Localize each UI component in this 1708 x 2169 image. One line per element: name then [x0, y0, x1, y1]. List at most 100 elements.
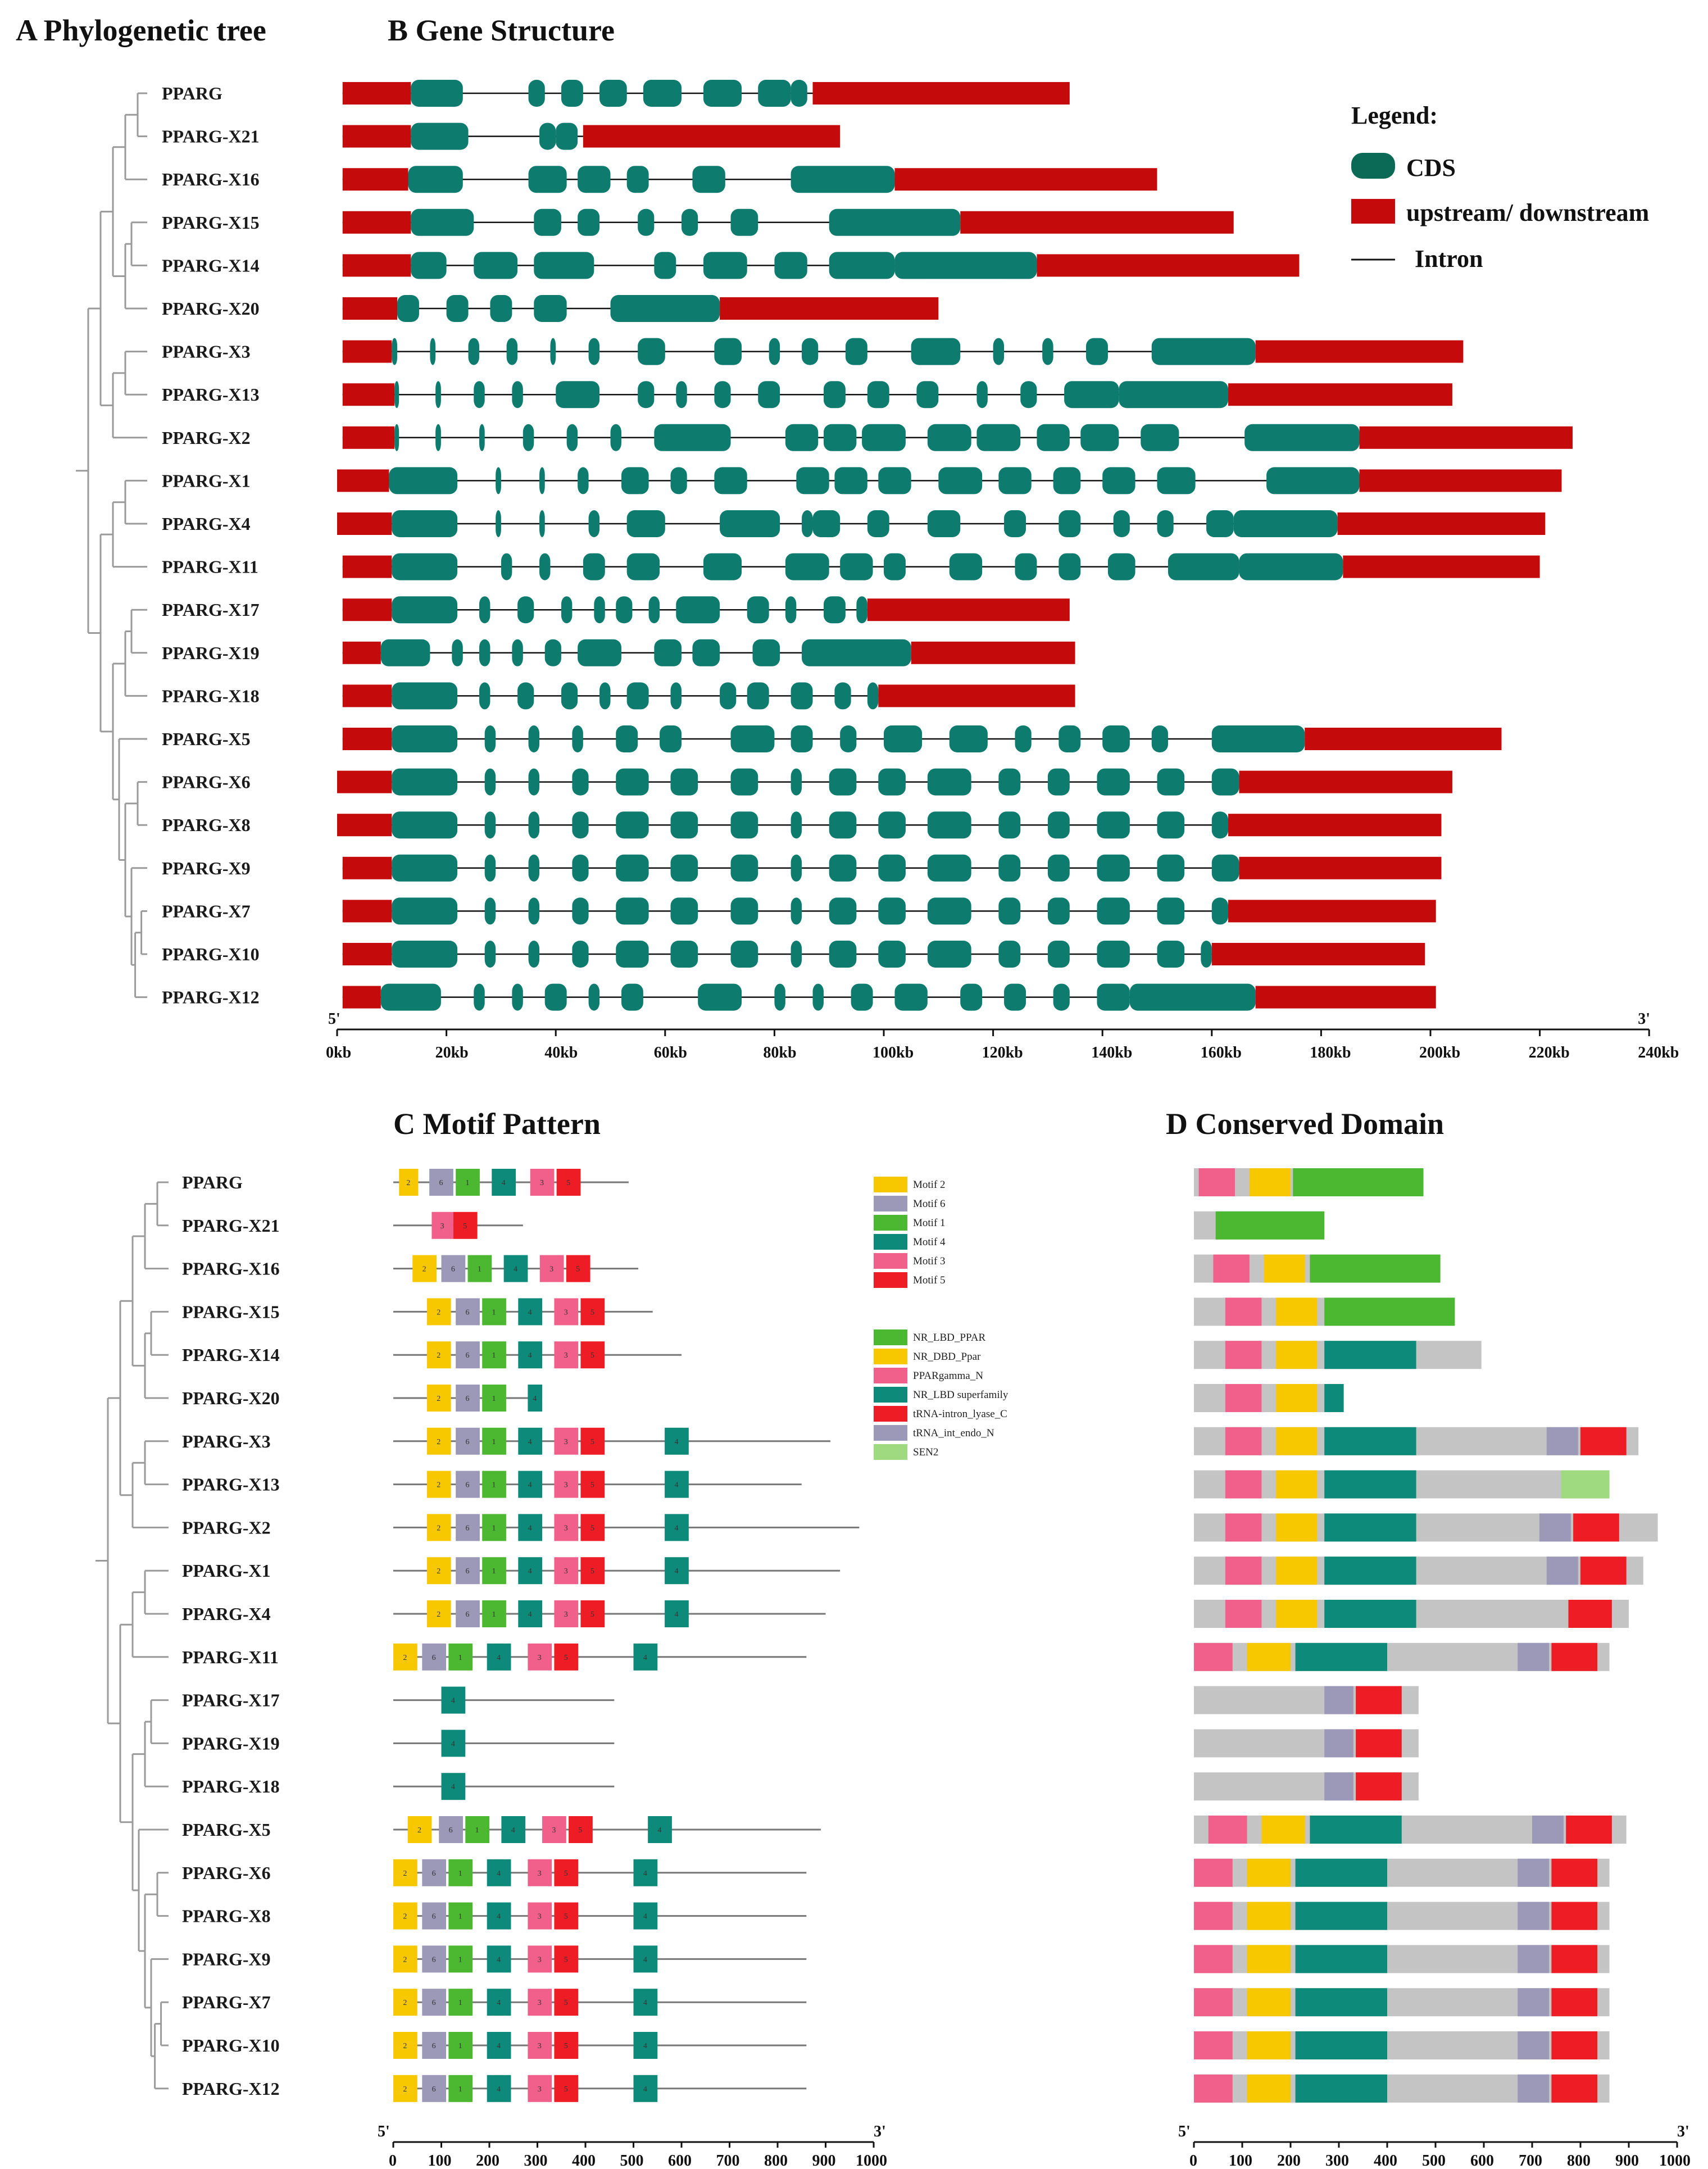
cds-exon — [802, 338, 819, 365]
motif-box — [501, 1816, 526, 1843]
legend-swatch — [874, 1177, 907, 1192]
downstream-utr — [1255, 986, 1436, 1009]
motif-box — [426, 1600, 451, 1627]
upstream-utr — [342, 168, 408, 191]
domain-box — [1518, 1902, 1550, 1930]
cds-exon — [394, 424, 399, 451]
cds-exon — [730, 725, 775, 752]
gene-label: PPARG-X3 — [182, 1431, 271, 1451]
motif-number: 4 — [497, 1955, 501, 1964]
upstream-utr — [337, 469, 389, 492]
motif-number: 1 — [458, 1869, 462, 1878]
motif-number: 6 — [432, 2042, 436, 2050]
cds-exon — [1015, 553, 1037, 580]
motif-number: 6 — [466, 1308, 470, 1317]
motif-number: 3 — [538, 1955, 542, 1964]
motif-box — [422, 1902, 447, 1930]
cds-exon — [670, 941, 698, 968]
cds-exon — [638, 208, 655, 236]
upstream-utr — [342, 856, 392, 879]
motif-box — [518, 1514, 543, 1541]
cds-exon — [566, 424, 578, 451]
domain-box — [1194, 1642, 1233, 1671]
cds-exon — [927, 941, 971, 968]
motif-number: 1 — [492, 1438, 496, 1446]
cds-exon — [528, 897, 540, 925]
cds-exon — [1064, 381, 1119, 409]
cds-exon — [802, 639, 911, 666]
gene-label: PPARG-X17 — [162, 600, 260, 620]
domain-box — [1295, 1858, 1387, 1887]
cds-exon — [791, 768, 802, 796]
cds-exon — [1097, 768, 1130, 796]
domain-box — [1276, 1427, 1318, 1455]
cds-exon — [517, 596, 534, 624]
motif-box — [528, 1945, 552, 1973]
motif-box — [554, 1514, 579, 1541]
motif-box — [422, 1859, 447, 1886]
motif-number: 1 — [492, 1351, 496, 1360]
domain-box — [1194, 2074, 1233, 2103]
motif-number: 4 — [497, 2042, 501, 2050]
cds-exon — [1206, 510, 1234, 537]
cds-exon — [1097, 854, 1130, 882]
cds-exon — [730, 811, 758, 839]
motif-box — [528, 1902, 552, 1930]
gene-label: PPARG-X20 — [182, 1388, 280, 1408]
upstream-utr — [342, 426, 395, 449]
motif-box — [633, 1945, 658, 1973]
cds-exon — [528, 811, 540, 839]
motif-row: 2 6 1 4 3 5 4 — [393, 1816, 821, 1843]
cds-exon — [1059, 553, 1081, 580]
domain-box — [1310, 1254, 1441, 1283]
legend-label: NR_DBD_Ppar — [913, 1351, 981, 1363]
cds-exon — [670, 768, 698, 796]
legend-swatch — [874, 1349, 907, 1364]
motif-box — [580, 1557, 605, 1585]
domain-row — [1194, 1557, 1643, 1585]
cds-exon — [747, 682, 769, 710]
motif-number: 6 — [432, 1654, 436, 1662]
motif-number: 1 — [458, 1654, 462, 1662]
motif-number: 4 — [451, 1740, 455, 1748]
motif-number: 6 — [466, 1438, 470, 1446]
cds-exon — [785, 553, 829, 580]
cds-exon — [599, 682, 611, 710]
cds-exon — [676, 596, 720, 624]
motif-box — [554, 1902, 579, 1930]
cds-exon — [1157, 768, 1185, 796]
motif-number: 1 — [478, 1265, 481, 1274]
motif-number: 6 — [466, 1524, 470, 1532]
cds-exon — [392, 811, 458, 839]
cds-exon — [616, 897, 649, 925]
motif-number: 5 — [590, 1481, 594, 1490]
legend-swatch — [874, 1444, 907, 1460]
downstream-utr — [1337, 512, 1546, 535]
cds-exon — [834, 467, 867, 494]
panel-a-title: A Phylogenetic tree — [16, 13, 266, 47]
motif-box — [393, 1859, 417, 1886]
cds-exon — [550, 338, 556, 365]
domain-box — [1276, 1384, 1318, 1412]
motif-number: 3 — [564, 1610, 568, 1619]
cds-exon — [588, 510, 600, 537]
cds-exon — [840, 553, 873, 580]
motif-number: 2 — [406, 1179, 410, 1187]
motif-box — [441, 1255, 466, 1282]
motif-number: 1 — [466, 1179, 470, 1187]
cds-exon — [834, 682, 851, 710]
motif-number: 1 — [458, 1913, 462, 1921]
gene-structure-row — [337, 768, 1452, 796]
domain-row — [1194, 1686, 1419, 1714]
downstream-utr — [1228, 814, 1442, 837]
domain-row — [1194, 1470, 1610, 1499]
upstream-utr — [342, 254, 411, 277]
motif-number: 4 — [497, 1913, 501, 1921]
motif-box — [482, 1471, 506, 1498]
motif-box — [487, 1989, 511, 2016]
motif-box — [554, 1471, 579, 1498]
cds-exon — [588, 983, 600, 1011]
motif-box — [456, 1514, 480, 1541]
conserved-domain-panel — [1194, 1168, 1658, 2103]
gene-structure-row — [337, 811, 1442, 839]
